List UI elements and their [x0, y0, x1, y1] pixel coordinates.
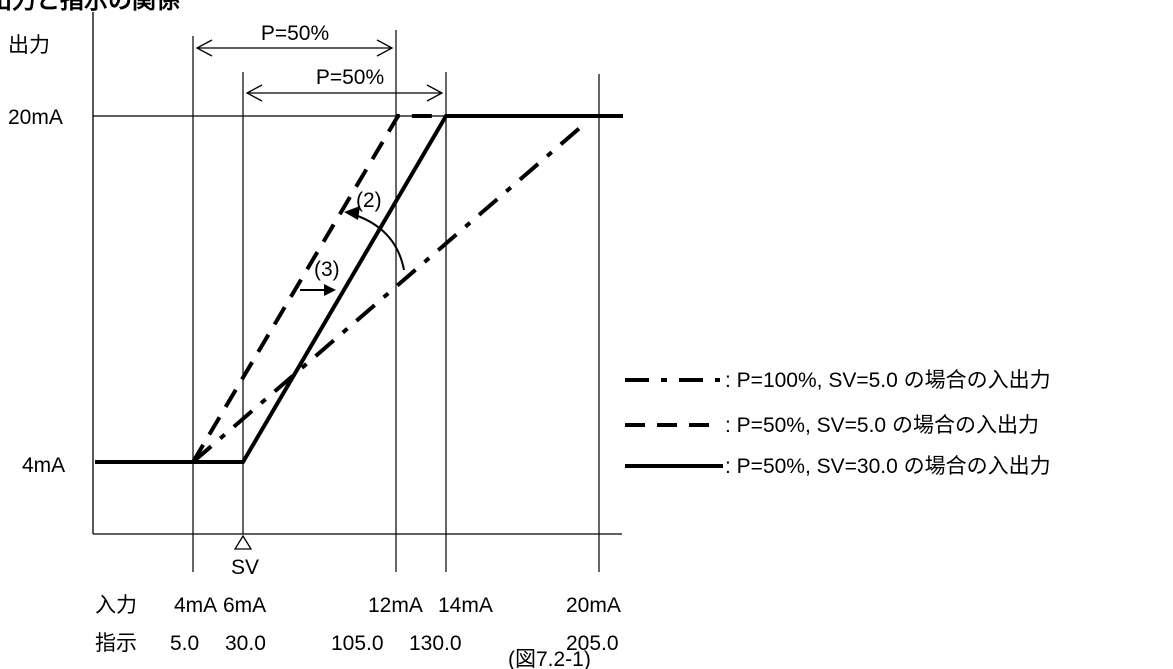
input-value-14ma: 14mA	[438, 594, 493, 617]
arrow-3	[300, 284, 336, 296]
legend-text-solid: : P=50%, SV=30.0 の場合の入出力	[725, 455, 1051, 478]
input-value-20ma: 20mA	[566, 594, 621, 617]
input-value-12ma: 12mA	[368, 594, 423, 617]
legend-text-dash-dot: : P=100%, SV=5.0 の場合の入出力	[725, 369, 1051, 392]
y-axis-label: 出力	[8, 34, 50, 57]
indicator-value-30: 30.0	[225, 632, 266, 655]
indicator-value-205: 205.0	[566, 632, 619, 655]
legend: : P=100%, SV=5.0 の場合の入出力 : P=50%, SV=5.0…	[625, 369, 1051, 478]
arrow-2-label: (2)	[356, 189, 382, 212]
indicator-value-130: 130.0	[409, 632, 462, 655]
span-arrow-upper	[195, 39, 394, 57]
span-arrow-lower	[245, 84, 444, 102]
curve-dash-dot-p100-sv5	[191, 124, 584, 464]
arrow-3-label: (3)	[314, 258, 340, 281]
sv-triangle-marker	[233, 534, 253, 550]
indicator-row-label: 指示	[95, 632, 137, 655]
axes	[92, 12, 622, 535]
y-tick-20ma: 20mA	[8, 106, 63, 129]
sv-label: SV	[231, 556, 259, 579]
input-value-4ma: 4mA	[174, 594, 217, 617]
input-values: 4mA 6mA 12mA 14mA 20mA	[174, 594, 621, 617]
input-row-label: 入力	[95, 594, 137, 617]
curve-solid-p50-sv30	[95, 114, 623, 464]
curve-dashed-p50-sv5	[191, 114, 438, 464]
y-tick-4ma: 4mA	[22, 454, 65, 477]
indicator-value-105: 105.0	[331, 632, 384, 655]
indicator-values: 5.0 30.0 105.0 130.0 205.0	[170, 632, 619, 655]
figure-caption: (図7.2-1)	[508, 648, 591, 669]
span-label-upper: P=50%	[261, 22, 329, 45]
legend-text-dashed: : P=50%, SV=5.0 の場合の入出力	[725, 414, 1039, 437]
indicator-value-5: 5.0	[170, 632, 199, 655]
header-fragment: 出力と指示の関係	[0, 0, 180, 14]
arrow-2	[344, 206, 405, 271]
span-label-lower: P=50%	[316, 66, 384, 89]
vertical-reference-lines	[192, 30, 600, 572]
input-value-6ma: 6mA	[223, 594, 266, 617]
